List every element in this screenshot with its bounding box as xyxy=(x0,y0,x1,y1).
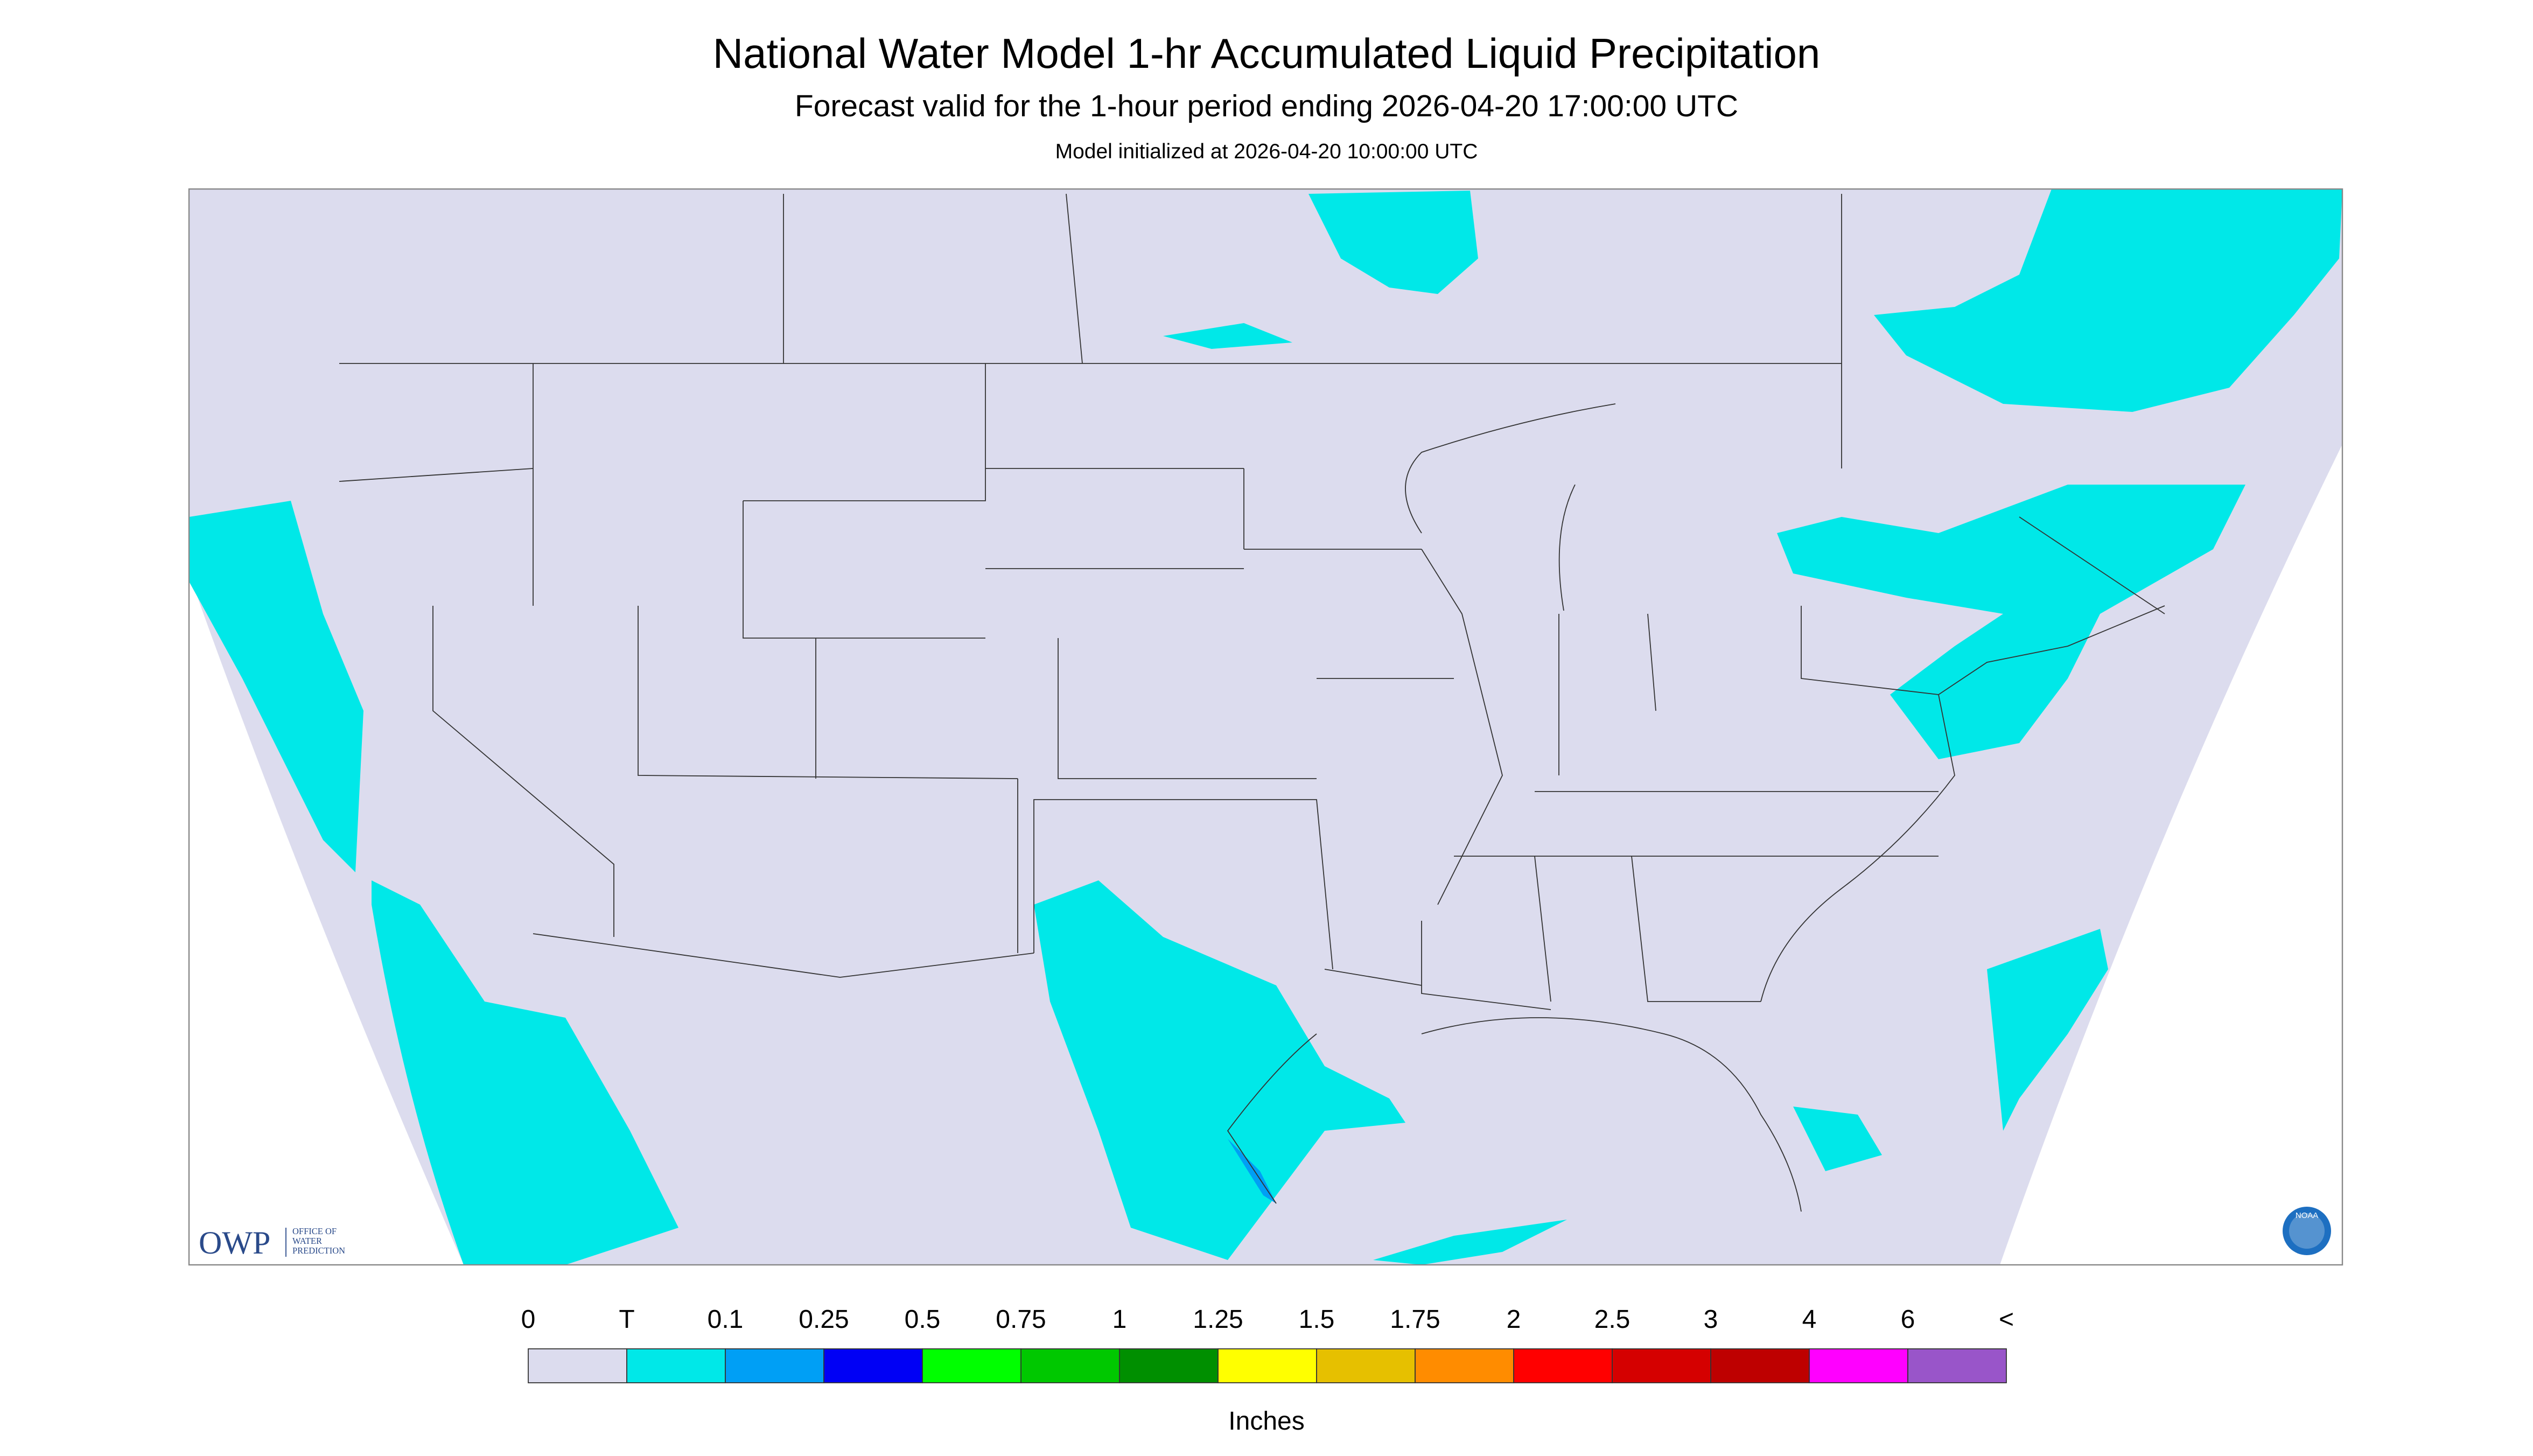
legend-label: 4 xyxy=(1802,1305,1817,1334)
boundaries xyxy=(339,193,2165,1212)
model-domain xyxy=(189,189,2342,1265)
legend-swatch xyxy=(725,1348,824,1383)
title: National Water Model 1-hr Accumulated Li… xyxy=(713,30,1821,77)
legend-swatch xyxy=(1415,1348,1514,1383)
legend-swatch xyxy=(1710,1348,1810,1383)
logo-line: PREDICTION xyxy=(292,1245,345,1256)
precip-area xyxy=(1793,1107,1882,1172)
legend-swatch xyxy=(922,1348,1021,1383)
init-time: Model initialized at 2026-04-20 10:00:00… xyxy=(1055,140,1478,163)
legend-label: 0.5 xyxy=(905,1305,941,1334)
legend-swatch xyxy=(1020,1348,1120,1383)
legend-swatch xyxy=(1316,1348,1416,1383)
legend-label: T xyxy=(619,1305,634,1334)
legend-label: 1.5 xyxy=(1299,1305,1335,1334)
legend-label: 6 xyxy=(1901,1305,1915,1334)
precip-area xyxy=(1309,191,1478,295)
logo-line: WATER xyxy=(292,1236,322,1246)
legend-swatch xyxy=(1809,1348,1908,1383)
noaa-logo-text: NOAA xyxy=(2296,1211,2319,1220)
precip-area xyxy=(1987,929,2108,1131)
precip-area xyxy=(1777,485,2245,760)
map-frame xyxy=(188,188,2343,1266)
logo-line: OFFICE OF xyxy=(292,1226,337,1236)
noaa-logo xyxy=(2283,1207,2331,1256)
logo-acronym: OWP xyxy=(199,1225,270,1261)
legend-unit: Inches xyxy=(1228,1407,1304,1436)
precip-area xyxy=(189,501,363,873)
legend-label: 1.25 xyxy=(1193,1305,1243,1334)
legend-label: 1 xyxy=(1112,1305,1127,1334)
legend-swatch xyxy=(1612,1348,1711,1383)
legend-label: 0.1 xyxy=(708,1305,744,1334)
legend-swatch xyxy=(1907,1348,2007,1383)
noaa-logo-inner xyxy=(2289,1213,2325,1249)
precip-area xyxy=(1163,323,1292,349)
precip-area xyxy=(1874,189,2342,412)
map: OWP OFFICE OF WATER PREDICTION NOAA xyxy=(188,188,2343,1266)
legend-swatch xyxy=(528,1348,627,1383)
legend-label: < xyxy=(1999,1305,2014,1334)
legend-swatch xyxy=(626,1348,726,1383)
legend-swatch xyxy=(1217,1348,1317,1383)
precip-areas xyxy=(189,189,2342,1265)
legend: 0 T 0.1 0.25 0.5 0.75 1 1.25 1.5 1.75 2 2.5 3 4 6 < xyxy=(521,1305,2014,1383)
legend-label: 3 xyxy=(1704,1305,1718,1334)
legend-label: 2.5 xyxy=(1594,1305,1631,1334)
precip-area xyxy=(1373,1220,1567,1265)
subtitle: Forecast valid for the 1-hour period end… xyxy=(795,89,1738,123)
legend-label: 0.25 xyxy=(799,1305,849,1334)
legend-swatch xyxy=(823,1348,923,1383)
legend-label: 0.75 xyxy=(996,1305,1046,1334)
precip-area xyxy=(372,880,678,1265)
legend-swatch xyxy=(1119,1348,1219,1383)
legend-label: 1.75 xyxy=(1390,1305,1440,1334)
legend-swatch xyxy=(1513,1348,1613,1383)
precip-area xyxy=(1034,880,1405,1261)
legend-label: 0 xyxy=(521,1305,536,1334)
legend-label: 2 xyxy=(1507,1305,1521,1334)
precip-area xyxy=(1228,1139,1276,1204)
